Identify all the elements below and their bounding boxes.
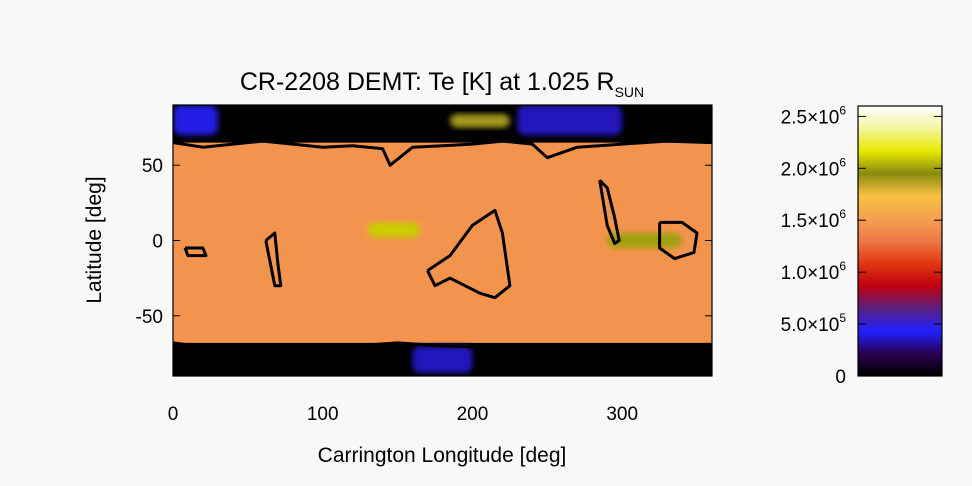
heatmap-region-hot-region — [367, 222, 421, 238]
colorbar-tick-label: 1.0×106 — [781, 259, 847, 284]
colorbar-tick-exponent: 6 — [839, 259, 846, 273]
heatmap-region-low-temperature-region — [173, 105, 218, 136]
heatmap-plot: 0 100 200 300 -50 0 50 — [136, 104, 713, 425]
colorbar-ramp — [858, 106, 942, 376]
y-axis-label: Latitude [deg] — [83, 176, 106, 303]
colorbar-tick-label: 5.0×105 — [781, 311, 847, 336]
contour-line — [264, 231, 283, 288]
colorbar-tick-mantissa: 1.0×10 — [781, 263, 840, 284]
contour-line — [173, 139, 712, 167]
colorbar-tick-label: 1.5×106 — [781, 207, 847, 232]
colorbar-tick-label: 2.5×106 — [781, 103, 847, 128]
contour-line — [183, 246, 208, 258]
x-axis-ticks: 0 100 200 300 — [168, 105, 638, 425]
colorbar-tick-mantissa: 1.5×10 — [781, 211, 840, 232]
heatmap-region-coronal-hole — [173, 105, 712, 143]
y-tick-label: -50 — [136, 307, 163, 328]
contour-line — [658, 220, 699, 261]
colorbar-tick-exponent: 6 — [839, 207, 846, 221]
heatmap-region-low-temperature-region — [517, 105, 623, 136]
y-tick-label: 0 — [152, 232, 163, 253]
colorbar-tick-exponent: 5 — [839, 311, 846, 325]
contour-line — [598, 179, 621, 245]
heatmap-region-hot-region — [449, 114, 510, 128]
colorbar-tick-exponent: 6 — [839, 155, 846, 169]
colorbar-tick-mantissa: 2.5×10 — [781, 107, 840, 128]
colorbar-tick-label: 2.0×106 — [781, 155, 847, 180]
y-tick-label: 50 — [142, 156, 163, 177]
contour-line — [173, 341, 712, 354]
y-axis-ticks: -50 0 50 — [136, 156, 712, 328]
coronal-hole-contours — [173, 139, 712, 354]
colorbar-tick-mantissa: 5.0×10 — [781, 315, 840, 336]
x-tick-label: 100 — [307, 404, 339, 425]
x-axis-label: Carrington Longitude [deg] — [318, 444, 567, 467]
heatmap-region-low-temperature-region — [412, 345, 473, 373]
contour-line — [426, 208, 512, 300]
colorbar-tick-exponent: 6 — [839, 103, 846, 117]
x-tick-label: 0 — [168, 404, 179, 425]
chart-title-subscript: SUN — [615, 84, 645, 100]
colorbar-tick-label: 0 — [835, 367, 846, 388]
colorbar-frame — [857, 105, 943, 377]
x-tick-label: 300 — [606, 404, 638, 425]
x-tick-label: 200 — [457, 404, 489, 425]
chart-title-text: CR-2208 DEMT: Te [K] at 1.025 R — [240, 68, 615, 96]
heatmap-region-hot-region — [607, 232, 683, 249]
colorbar-tick-mantissa: 2.0×10 — [781, 159, 840, 180]
chart-title: CR-2208 DEMT: Te [K] at 1.025 RSUN — [240, 68, 644, 100]
